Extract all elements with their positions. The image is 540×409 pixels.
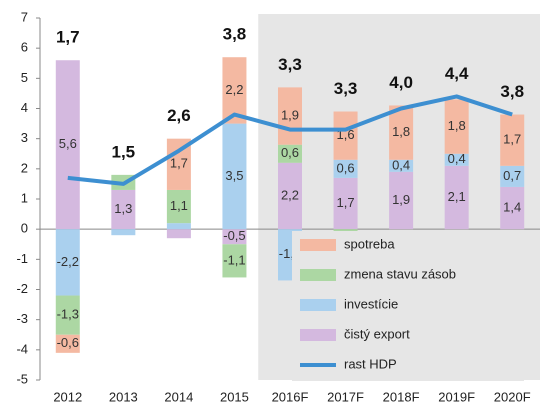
value-label: 1,1 bbox=[170, 198, 188, 213]
value-label: 2,2 bbox=[281, 187, 299, 202]
bar-segment bbox=[166, 189, 191, 224]
value-label: -0,6 bbox=[57, 335, 79, 350]
bar-segment bbox=[111, 229, 136, 236]
bar-segment bbox=[55, 334, 80, 353]
x-tick-label: 2017F bbox=[327, 389, 364, 404]
bar-segment bbox=[222, 229, 247, 245]
y-tick-label: 5 bbox=[21, 70, 28, 85]
bar-segment bbox=[444, 165, 469, 230]
value-label: 1,7 bbox=[170, 156, 188, 171]
bar-segment bbox=[333, 111, 358, 160]
y-tick-label: 1 bbox=[21, 190, 28, 205]
line-label: 1,5 bbox=[112, 142, 136, 161]
bar-segment bbox=[222, 57, 247, 124]
x-tick-label: 2013 bbox=[109, 389, 138, 404]
y-tick-label: 2 bbox=[21, 160, 28, 175]
line-label: 3,3 bbox=[278, 55, 302, 74]
bar-segment bbox=[389, 105, 414, 160]
line-label: 3,8 bbox=[223, 25, 247, 44]
bar-segment bbox=[166, 223, 191, 230]
x-tick-label: 2019F bbox=[438, 389, 475, 404]
legend-label: čistý export bbox=[344, 326, 410, 341]
legend-label: zmena stavu zásob bbox=[344, 266, 456, 281]
bar-segment bbox=[222, 244, 247, 278]
legend-swatch bbox=[300, 239, 336, 251]
value-label: 0,7 bbox=[503, 168, 521, 183]
value-label: 0,6 bbox=[337, 160, 355, 175]
bar-segment bbox=[500, 165, 525, 187]
bar-segment bbox=[55, 295, 80, 335]
bar-segment bbox=[222, 123, 247, 230]
y-tick-label: 3 bbox=[21, 130, 28, 145]
value-label: 0,4 bbox=[392, 157, 410, 172]
legend-swatch bbox=[300, 269, 336, 281]
value-label: 1,9 bbox=[392, 192, 410, 207]
bar-segment bbox=[389, 159, 414, 172]
y-tick-label: -1 bbox=[16, 251, 28, 266]
bar-segment bbox=[278, 144, 302, 163]
x-tick-label: 2014 bbox=[164, 389, 193, 404]
bar-segment bbox=[389, 171, 414, 230]
legend-swatch bbox=[300, 329, 336, 341]
value-label: 1,7 bbox=[503, 132, 521, 147]
bar-segment bbox=[333, 177, 358, 230]
y-tick-label: 7 bbox=[21, 9, 28, 24]
line-label: 3,8 bbox=[500, 82, 524, 101]
value-label: -0,5 bbox=[223, 228, 245, 243]
value-label: 1,7 bbox=[337, 195, 355, 210]
value-label: -1,3 bbox=[57, 307, 79, 322]
value-label: 5,6 bbox=[59, 136, 77, 151]
y-tick-label: -3 bbox=[16, 311, 28, 326]
bar-segment bbox=[166, 229, 191, 239]
y-tick-label: 0 bbox=[21, 221, 28, 236]
line-label: 4,4 bbox=[445, 64, 469, 83]
value-label: -2,2 bbox=[57, 254, 79, 269]
y-tick-label: -2 bbox=[16, 281, 28, 296]
x-tick-label: 2015 bbox=[220, 389, 249, 404]
bar-segment bbox=[500, 114, 525, 166]
value-label: 1,4 bbox=[503, 199, 521, 214]
x-tick-label: 2016F bbox=[272, 389, 309, 404]
value-label: 3,5 bbox=[225, 168, 243, 183]
bar-segment bbox=[333, 159, 358, 178]
bar-segment bbox=[278, 87, 302, 145]
x-tick-label: 2012 bbox=[53, 389, 82, 404]
legend-label: rast HDP bbox=[344, 356, 397, 371]
legend-label: investície bbox=[344, 296, 398, 311]
value-label: 1,3 bbox=[114, 201, 132, 216]
y-tick-label: -4 bbox=[16, 341, 28, 356]
value-label: 2,1 bbox=[448, 189, 466, 204]
value-label: 1,9 bbox=[281, 107, 299, 122]
value-label: 1,8 bbox=[448, 118, 466, 133]
legend-swatch bbox=[300, 299, 336, 311]
value-label: 0,4 bbox=[448, 151, 466, 166]
y-tick-label: 4 bbox=[21, 100, 28, 115]
line-series bbox=[67, 94, 513, 186]
x-tick-label: 2020F bbox=[494, 389, 531, 404]
x-tick-label: 2018F bbox=[383, 389, 420, 404]
line-label: 1,7 bbox=[56, 28, 80, 47]
value-label: 0,6 bbox=[281, 145, 299, 160]
bar-segment bbox=[444, 153, 469, 166]
y-tick-label: 6 bbox=[21, 40, 28, 55]
value-label: -1,1 bbox=[223, 252, 245, 267]
line-label: 2,6 bbox=[167, 106, 191, 125]
bar-segment bbox=[55, 229, 80, 296]
value-label: 1,8 bbox=[392, 124, 410, 139]
bar-segment bbox=[444, 99, 469, 154]
bar-segment bbox=[55, 60, 80, 230]
y-tick-label: -5 bbox=[16, 371, 28, 386]
value-label: 2,2 bbox=[225, 82, 243, 97]
line-label: 3,3 bbox=[334, 79, 358, 98]
bar-segment bbox=[111, 189, 136, 230]
legend-label: spotreba bbox=[344, 236, 395, 251]
bar-segment bbox=[500, 186, 525, 230]
line-label: 4,0 bbox=[389, 73, 413, 92]
bar-segment bbox=[278, 162, 302, 230]
